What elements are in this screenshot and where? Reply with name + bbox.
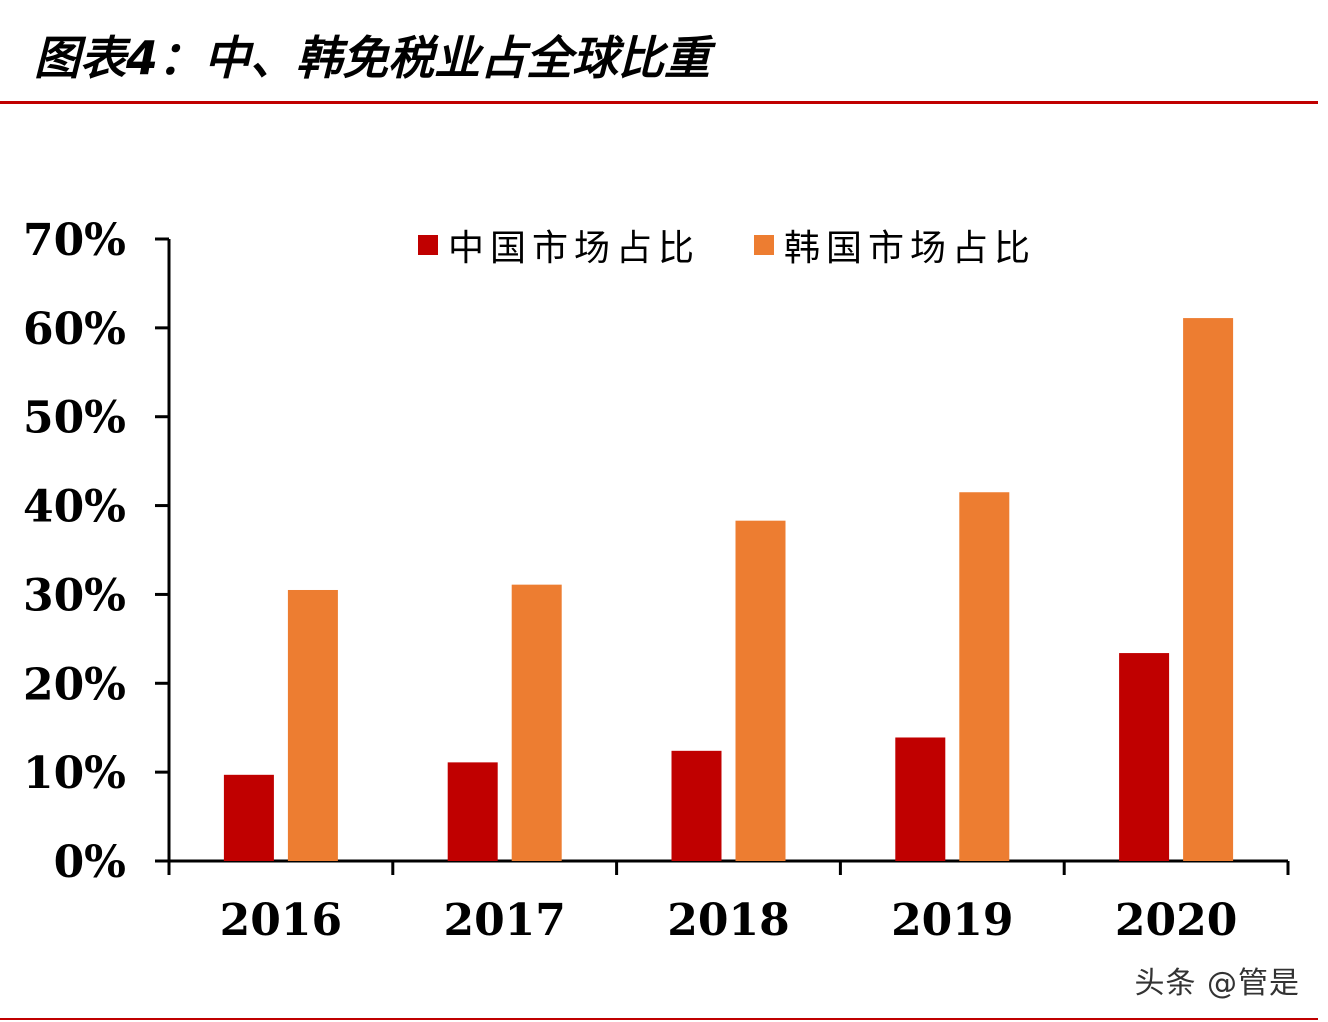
legend-label: 韩国市场占比 [784,228,1036,269]
x-tick-label: 2018 [667,895,789,946]
bar-china-2017 [447,762,498,861]
bar-china-2018 [671,750,722,861]
bar-korea-2018 [735,520,786,861]
bar-korea-2017 [511,584,562,861]
bar-china-2016 [223,774,274,861]
bar-korea-2020 [1183,318,1234,861]
bottom-divider [0,1018,1318,1020]
legend-swatch [754,235,774,255]
bar-korea-2019 [959,492,1010,861]
legend-swatch [418,235,438,255]
bar-china-2020 [1119,653,1170,861]
y-tick-label: 40% [23,482,126,533]
bar-china-2019 [895,737,946,861]
chart-title: 图表4：中、韩免税业占全球比重 [34,31,711,85]
y-tick-label: 20% [23,659,126,710]
y-tick-label: 60% [23,304,126,355]
title-divider [0,101,1318,104]
y-tick-label: 10% [23,748,126,799]
x-tick-label: 2020 [1115,895,1237,946]
x-tick-label: 2019 [891,895,1013,946]
legend-label: 中国市场占比 [448,228,700,269]
y-tick-label: 30% [23,570,126,621]
y-tick-label: 70% [23,215,126,266]
y-tick-label: 50% [23,393,126,444]
y-tick-label: 0% [54,837,126,888]
x-tick-label: 2016 [220,895,342,946]
bar-korea-2016 [287,589,338,861]
x-tick-label: 2017 [443,895,565,946]
watermark: 头条 @管是 [1134,966,1300,1001]
